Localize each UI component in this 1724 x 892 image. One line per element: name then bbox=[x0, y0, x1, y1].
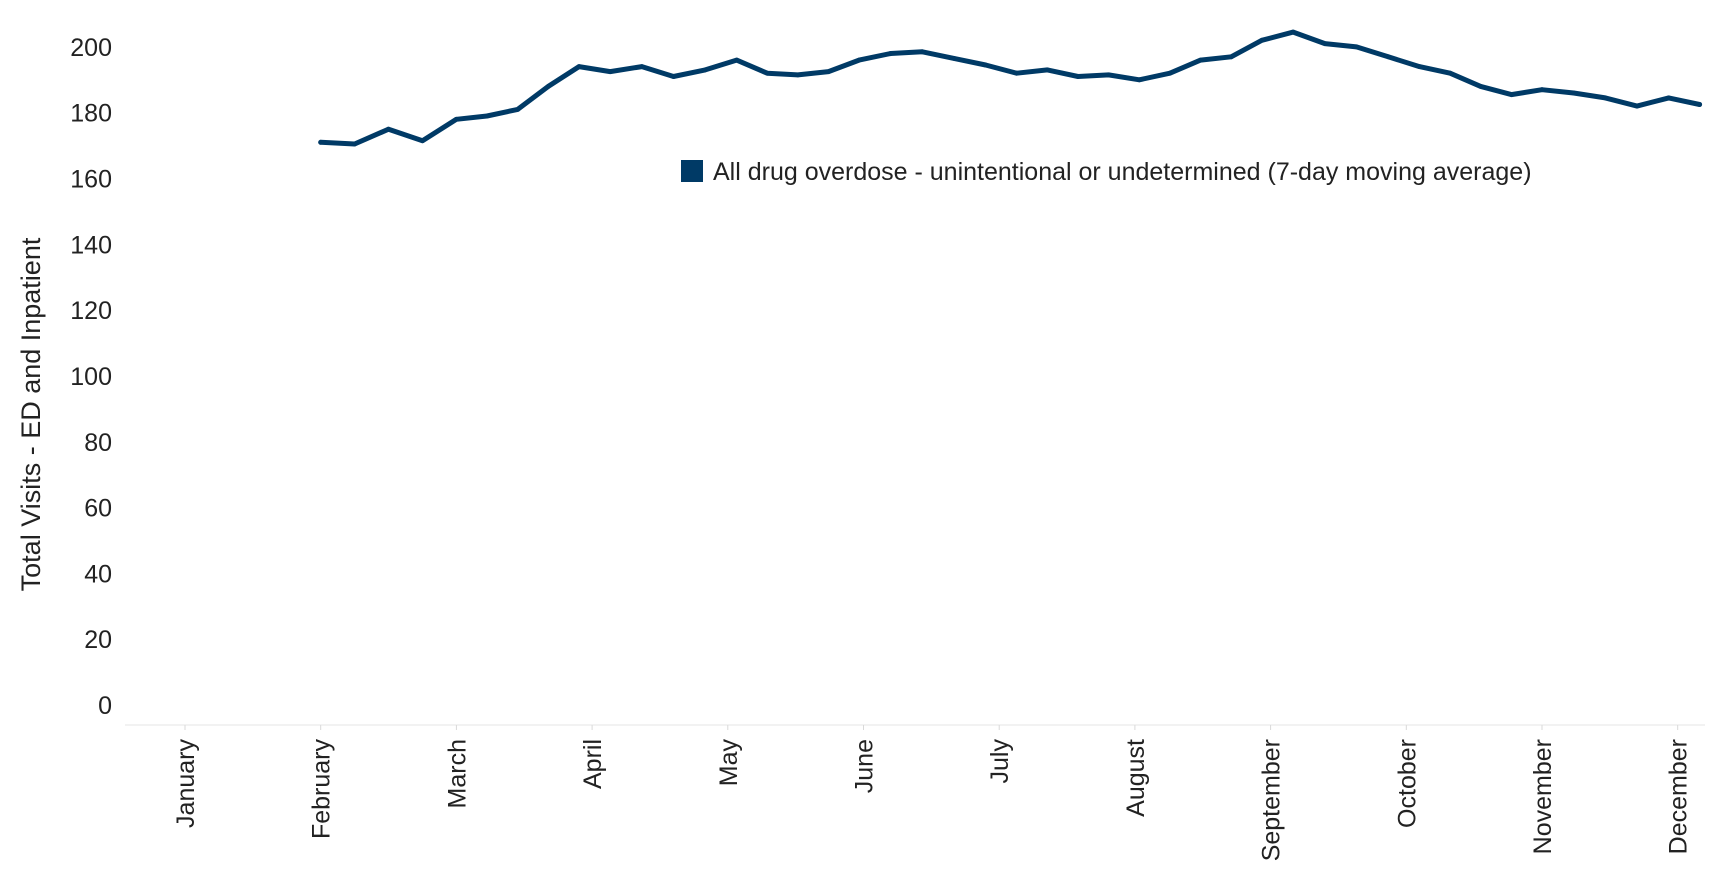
x-tick-label: July bbox=[986, 739, 1014, 784]
data-point bbox=[1666, 95, 1672, 101]
data-point bbox=[1322, 41, 1328, 46]
x-tick-label: August bbox=[1122, 739, 1150, 817]
x-tick-label: January bbox=[172, 739, 200, 828]
data-point bbox=[671, 74, 676, 79]
data-point bbox=[454, 116, 459, 122]
x-tick-label: December bbox=[1665, 739, 1693, 854]
data-point bbox=[1602, 95, 1608, 101]
data-point bbox=[1106, 72, 1111, 78]
data-point bbox=[545, 84, 551, 89]
data-point bbox=[951, 56, 957, 61]
y-axis-title: Total Visits - ED and Inpatient bbox=[16, 237, 46, 591]
data-point bbox=[607, 69, 613, 74]
y-tick-label: 40 bbox=[84, 560, 112, 588]
data-point bbox=[1539, 87, 1545, 93]
y-tick-label: 140 bbox=[70, 231, 112, 259]
data-point bbox=[1478, 84, 1484, 89]
data-point bbox=[983, 62, 988, 68]
data-point bbox=[639, 64, 645, 69]
data-point bbox=[1417, 64, 1422, 69]
y-axis: 0 20 40 60 80 100 120 140 160 180 200 bbox=[70, 34, 112, 720]
y-tick-label: 120 bbox=[70, 297, 112, 325]
data-point bbox=[515, 107, 521, 112]
data-point bbox=[1014, 70, 1020, 76]
data-point bbox=[352, 141, 357, 147]
x-tick-label: April bbox=[579, 739, 607, 789]
data-point bbox=[888, 51, 893, 56]
y-tick-label: 0 bbox=[98, 692, 112, 720]
data-point bbox=[1290, 29, 1296, 35]
legend-swatch bbox=[681, 160, 703, 182]
x-tick-label: March bbox=[443, 739, 471, 808]
y-tick-label: 200 bbox=[70, 34, 112, 62]
x-axis: January February March April May June July Augu… bbox=[125, 724, 1705, 861]
data-point bbox=[420, 138, 425, 144]
series-layer bbox=[318, 29, 1703, 147]
data-point bbox=[484, 113, 490, 119]
data-point bbox=[386, 126, 391, 132]
y-tick-label: 160 bbox=[70, 166, 112, 194]
data-point bbox=[795, 72, 801, 78]
legend-label: All drug overdose - unintentional or und… bbox=[713, 158, 1532, 186]
data-point bbox=[1228, 54, 1234, 60]
x-tick-label: September bbox=[1258, 739, 1286, 861]
y-tick-label: 100 bbox=[70, 363, 112, 391]
y-tick-label: 180 bbox=[70, 100, 112, 128]
data-point bbox=[1075, 74, 1081, 79]
data-point bbox=[1447, 70, 1453, 76]
data-point bbox=[1634, 103, 1640, 109]
data-point bbox=[1136, 77, 1142, 83]
x-tick-label: October bbox=[1393, 739, 1421, 828]
legend: All drug overdose - unintentional or und… bbox=[681, 158, 1532, 186]
data-point bbox=[919, 49, 925, 55]
data-point bbox=[1167, 70, 1173, 76]
series-line bbox=[318, 29, 1703, 147]
data-point bbox=[1045, 67, 1050, 73]
data-point bbox=[1385, 54, 1391, 60]
x-tick-label: November bbox=[1529, 739, 1557, 854]
data-point bbox=[1571, 90, 1577, 96]
data-point bbox=[734, 57, 739, 63]
x-tick-label: June bbox=[851, 739, 879, 793]
x-tick-label: February bbox=[308, 739, 336, 840]
y-tick-label: 20 bbox=[84, 626, 112, 654]
data-point bbox=[702, 67, 708, 73]
y-tick-label: 60 bbox=[84, 495, 112, 523]
data-point bbox=[764, 70, 770, 76]
data-point bbox=[856, 57, 862, 63]
x-tick-label: May bbox=[715, 739, 743, 787]
data-point bbox=[1697, 102, 1702, 107]
data-point bbox=[1198, 57, 1203, 63]
y-tick-label: 80 bbox=[84, 429, 112, 457]
data-point bbox=[318, 139, 324, 145]
data-point bbox=[826, 69, 831, 74]
data-point bbox=[576, 64, 582, 69]
data-point bbox=[1259, 37, 1265, 43]
data-point bbox=[1354, 44, 1359, 50]
data-point bbox=[1509, 92, 1514, 97]
